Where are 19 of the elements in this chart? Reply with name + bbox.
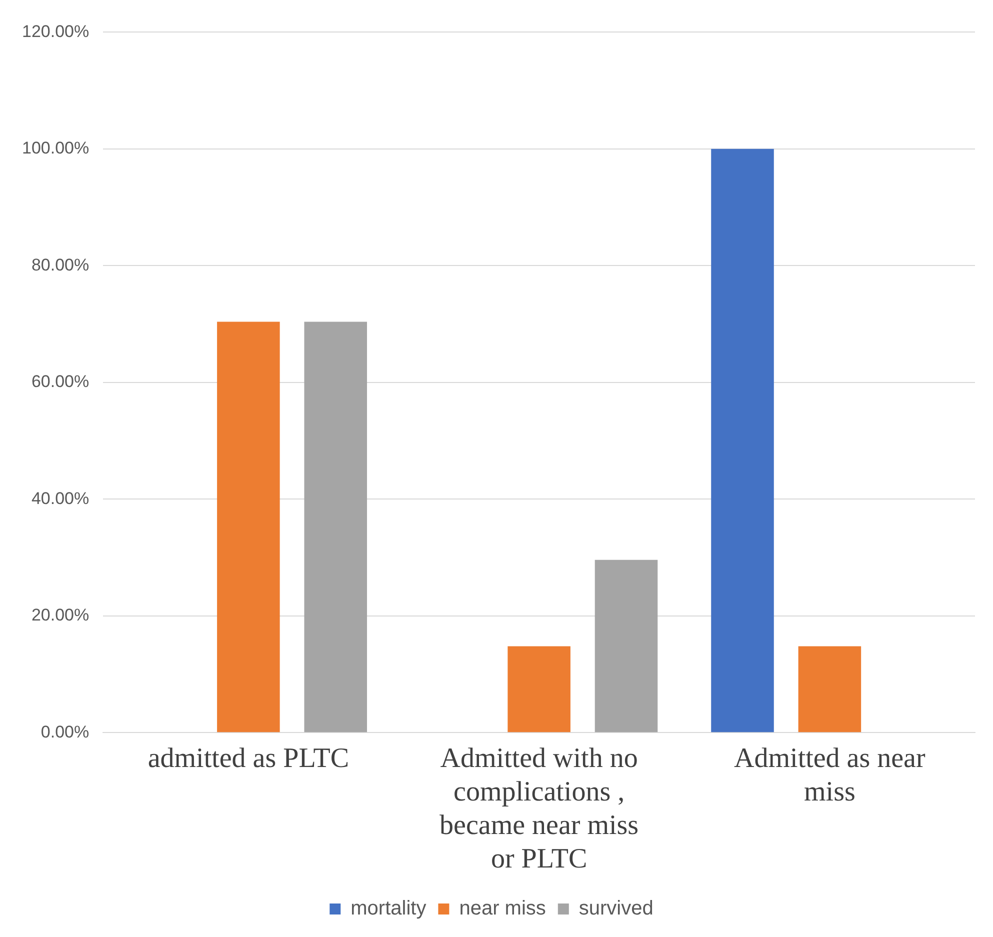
y-tick-label: 100.00% [22, 138, 90, 158]
y-tick-label: 20.00% [31, 606, 90, 625]
bar [711, 148, 774, 732]
bar [217, 322, 280, 732]
y-tick-label: 120.00% [22, 22, 90, 41]
bar [304, 322, 368, 732]
x-tick-label: admitted as PLTC [148, 742, 350, 774]
x-tick-label: Admitted as near miss [734, 742, 926, 808]
legend-label: near miss [459, 898, 546, 920]
legend-label: mortality [350, 898, 426, 920]
bar [594, 560, 658, 732]
y-tick-label: 60.00% [31, 372, 90, 392]
y-tick-label: 40.00% [31, 488, 90, 508]
bar [508, 646, 570, 732]
bar [798, 646, 862, 732]
x-tick-label: Admitted with no complications , became near miss or PLTC [440, 742, 639, 875]
y-tick-label: 0.00% [40, 722, 90, 742]
legend-label: survived [578, 898, 654, 920]
y-tick-label: 80.00% [31, 255, 90, 274]
